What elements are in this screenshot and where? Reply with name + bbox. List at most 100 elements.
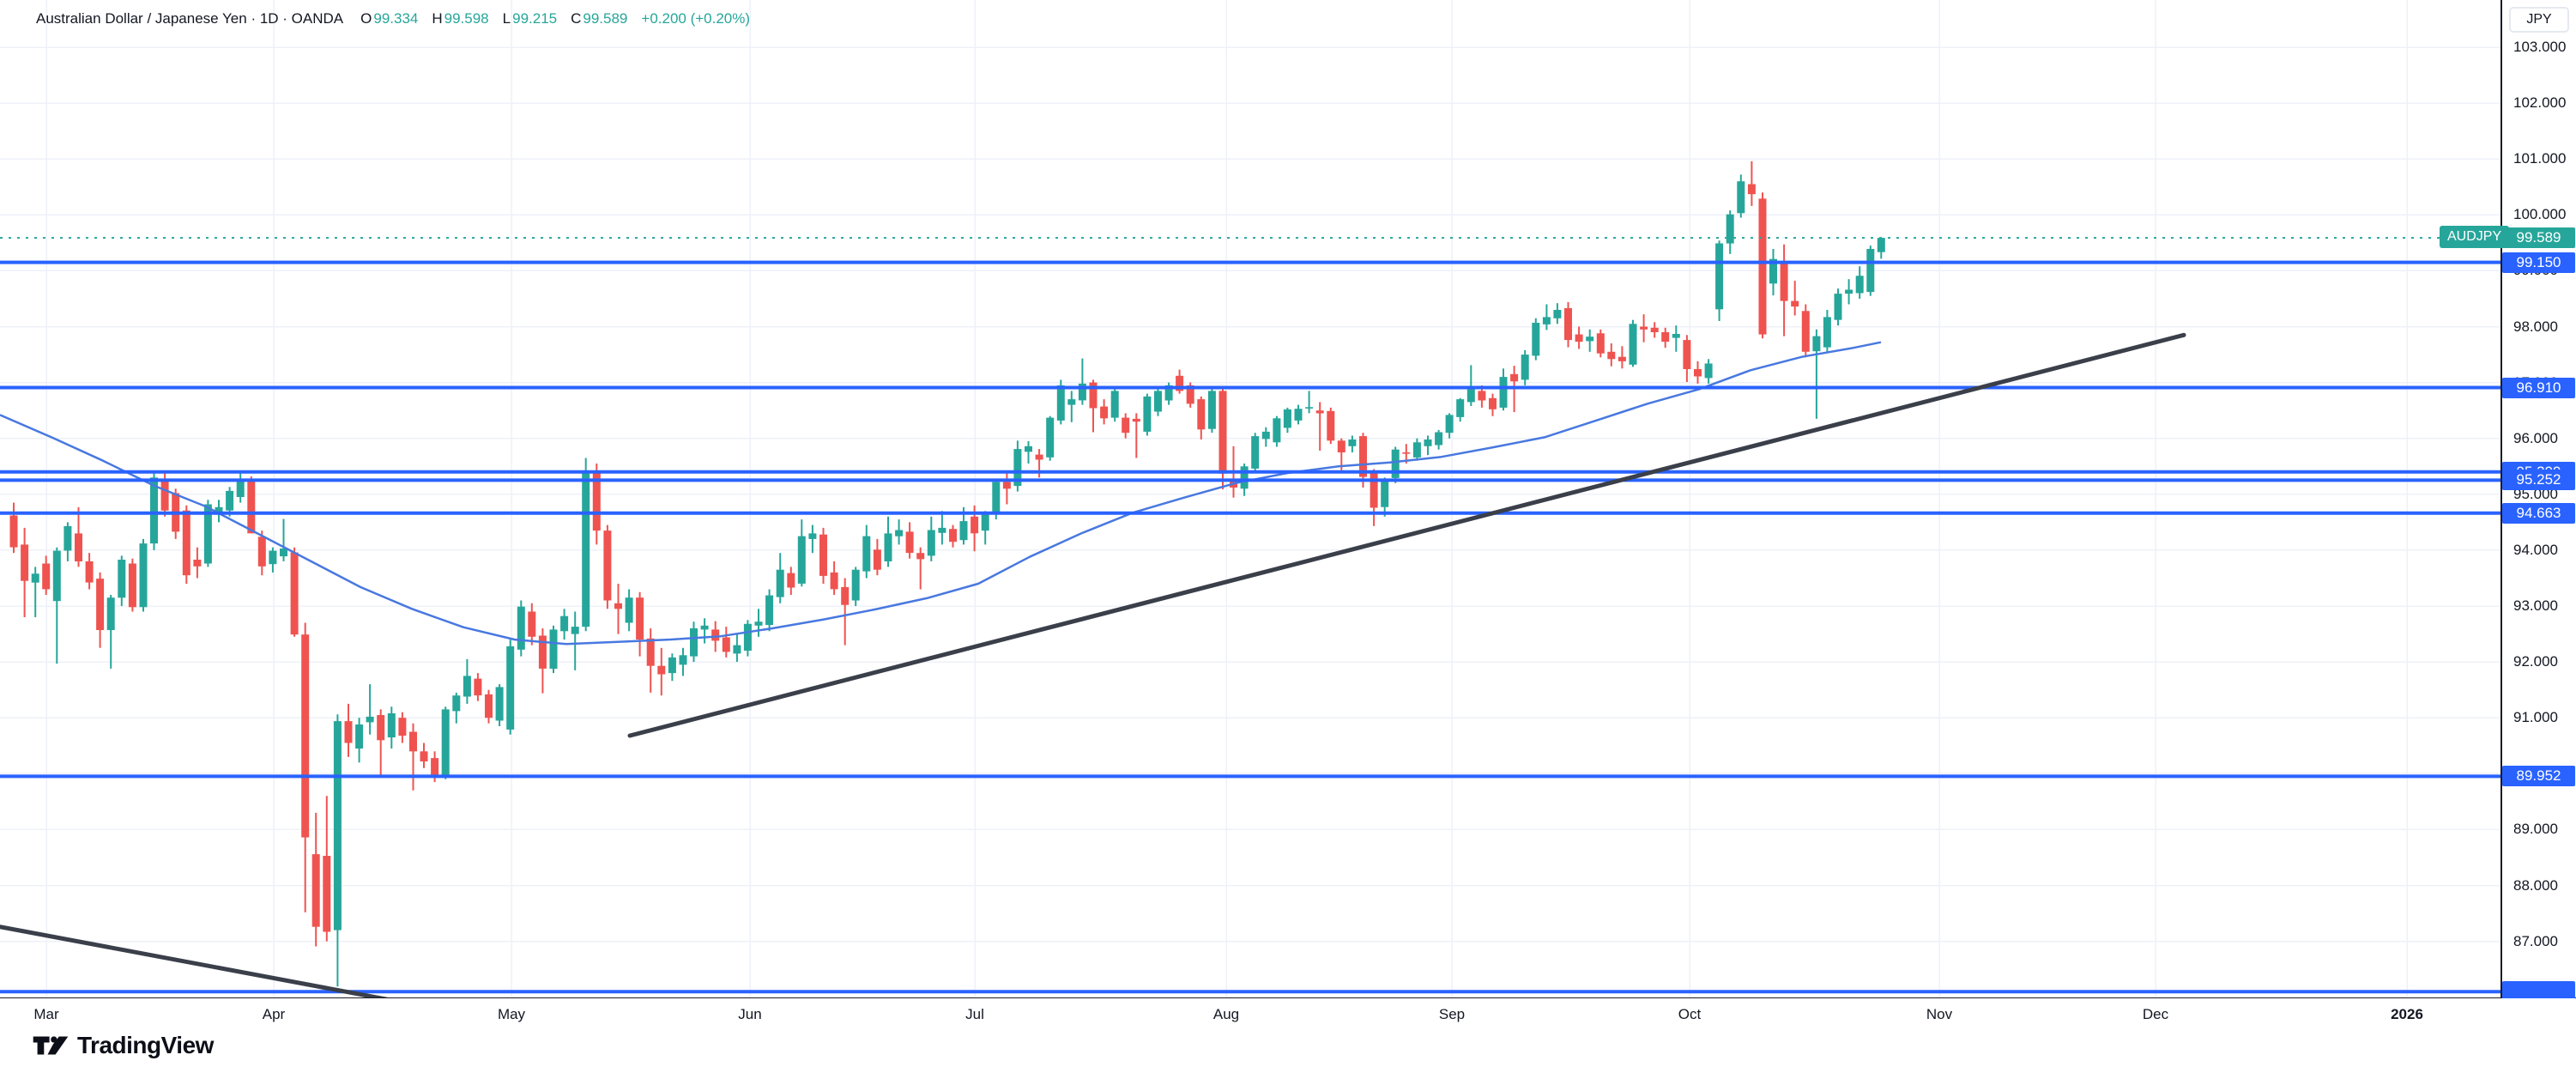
price-tick-label: 87.000: [2513, 932, 2558, 949]
time-axis[interactable]: Mar Apr May Jun Jul Aug Sep Oct Nov Dec 2026: [0, 998, 2576, 1031]
time-tick-label: May: [497, 1006, 526, 1022]
candle: [808, 524, 817, 554]
candle: [1305, 391, 1314, 414]
candle: [614, 584, 622, 634]
candle: [1251, 433, 1260, 472]
candle: [1586, 329, 1594, 352]
trendline-ascending[interactable]: [627, 332, 2186, 738]
support-resistance-lines[interactable]: [0, 260, 2501, 994]
symbol-price-tag[interactable]: AUDJPY: [2440, 226, 2510, 248]
candle: [1445, 413, 1454, 439]
candle: [215, 500, 223, 523]
candle: [1791, 281, 1799, 316]
candle: [420, 743, 428, 768]
candle: [139, 538, 148, 612]
level-price-label[interactable]: 89.952: [2502, 766, 2575, 787]
candle: [1834, 288, 1842, 326]
candle: [625, 589, 633, 632]
candle: [128, 558, 136, 612]
price-tick-label: 94.000: [2513, 541, 2558, 558]
candle: [290, 547, 299, 637]
candle: [916, 547, 925, 590]
candle: [549, 625, 558, 674]
candle: [873, 538, 881, 576]
tradingview-logo[interactable]: TradingView: [33, 1032, 214, 1059]
ohlc-close: C 99.589: [571, 10, 628, 27]
candle: [52, 547, 61, 664]
candle: [938, 511, 946, 545]
candle: [75, 506, 82, 567]
candle: [1823, 310, 1831, 352]
candle: [1456, 397, 1465, 422]
candle: [895, 519, 904, 545]
level-price-label[interactable]: 95.252: [2502, 470, 2575, 491]
ema-line[interactable]: [0, 341, 1882, 646]
candle: [1207, 388, 1216, 433]
last-price-label[interactable]: 99.589: [2502, 227, 2575, 249]
candle: [1704, 359, 1713, 384]
level-price-label[interactable]: [2502, 981, 2575, 998]
trendlines[interactable]: [0, 332, 2186, 1002]
time-tick-label: Aug: [1212, 1006, 1240, 1022]
candle: [63, 522, 72, 561]
candle: [1122, 413, 1130, 439]
currency-badge[interactable]: JPY: [2509, 7, 2569, 33]
candle: [981, 511, 989, 545]
level-price-label[interactable]: 96.910: [2502, 377, 2575, 398]
candle: [1683, 335, 1691, 382]
level-price-label[interactable]: 94.663: [2502, 502, 2575, 524]
candle: [841, 578, 850, 646]
candle: [333, 714, 342, 987]
symbol-header[interactable]: Australian Dollar / Japanese Yen · 1D · …: [36, 10, 750, 27]
candle: [9, 502, 18, 554]
candle: [1737, 174, 1745, 218]
candle: [193, 547, 202, 579]
candle: [1489, 393, 1497, 416]
candle: [1294, 404, 1303, 425]
symbol-title[interactable]: Australian Dollar / Japanese Yen · 1D · …: [36, 10, 344, 27]
ohlc-low: L 99.215: [502, 10, 558, 27]
candle: [1391, 446, 1400, 483]
candle: [495, 684, 504, 726]
candle: [280, 518, 287, 561]
candle: [1143, 393, 1152, 436]
candle: [409, 723, 417, 791]
price-tick-label: 93.000: [2513, 597, 2558, 614]
candle: [474, 673, 482, 701]
candle: [668, 653, 676, 682]
level-price-label[interactable]: 99.150: [2502, 252, 2575, 273]
candle: [1532, 318, 1540, 361]
candle: [506, 640, 515, 735]
price-tick-label: 88.000: [2513, 876, 2558, 894]
candle: [905, 522, 914, 559]
candle: [1747, 161, 1756, 206]
candle: [1629, 319, 1637, 367]
candle: [722, 627, 730, 658]
candle: [700, 618, 709, 644]
time-tick-label: Mar: [33, 1006, 59, 1022]
candle: [106, 595, 115, 669]
price-tick-label: 100.000: [2513, 206, 2567, 223]
candle: [927, 516, 935, 561]
candle: [690, 621, 698, 663]
price-gridlines: [0, 46, 2501, 943]
ohlc-open: O 99.334: [360, 10, 419, 27]
candle: [42, 555, 51, 595]
candle: [182, 505, 190, 584]
candle: [1348, 435, 1357, 452]
candle: [1812, 329, 1821, 419]
candle: [1078, 358, 1086, 405]
candle: [1801, 304, 1810, 358]
candle: [1381, 477, 1389, 517]
candle: [301, 622, 310, 912]
candle: [1424, 435, 1432, 456]
price-tick-label: 89.000: [2513, 821, 2558, 838]
candle: [1672, 325, 1680, 352]
candle: [269, 547, 277, 573]
trendline-descending[interactable]: [0, 924, 396, 1002]
candle: [1661, 327, 1670, 349]
candle: [485, 689, 493, 724]
candle: [1154, 388, 1162, 416]
time-gridlines: [45, 0, 2408, 998]
candle: [1100, 399, 1109, 425]
